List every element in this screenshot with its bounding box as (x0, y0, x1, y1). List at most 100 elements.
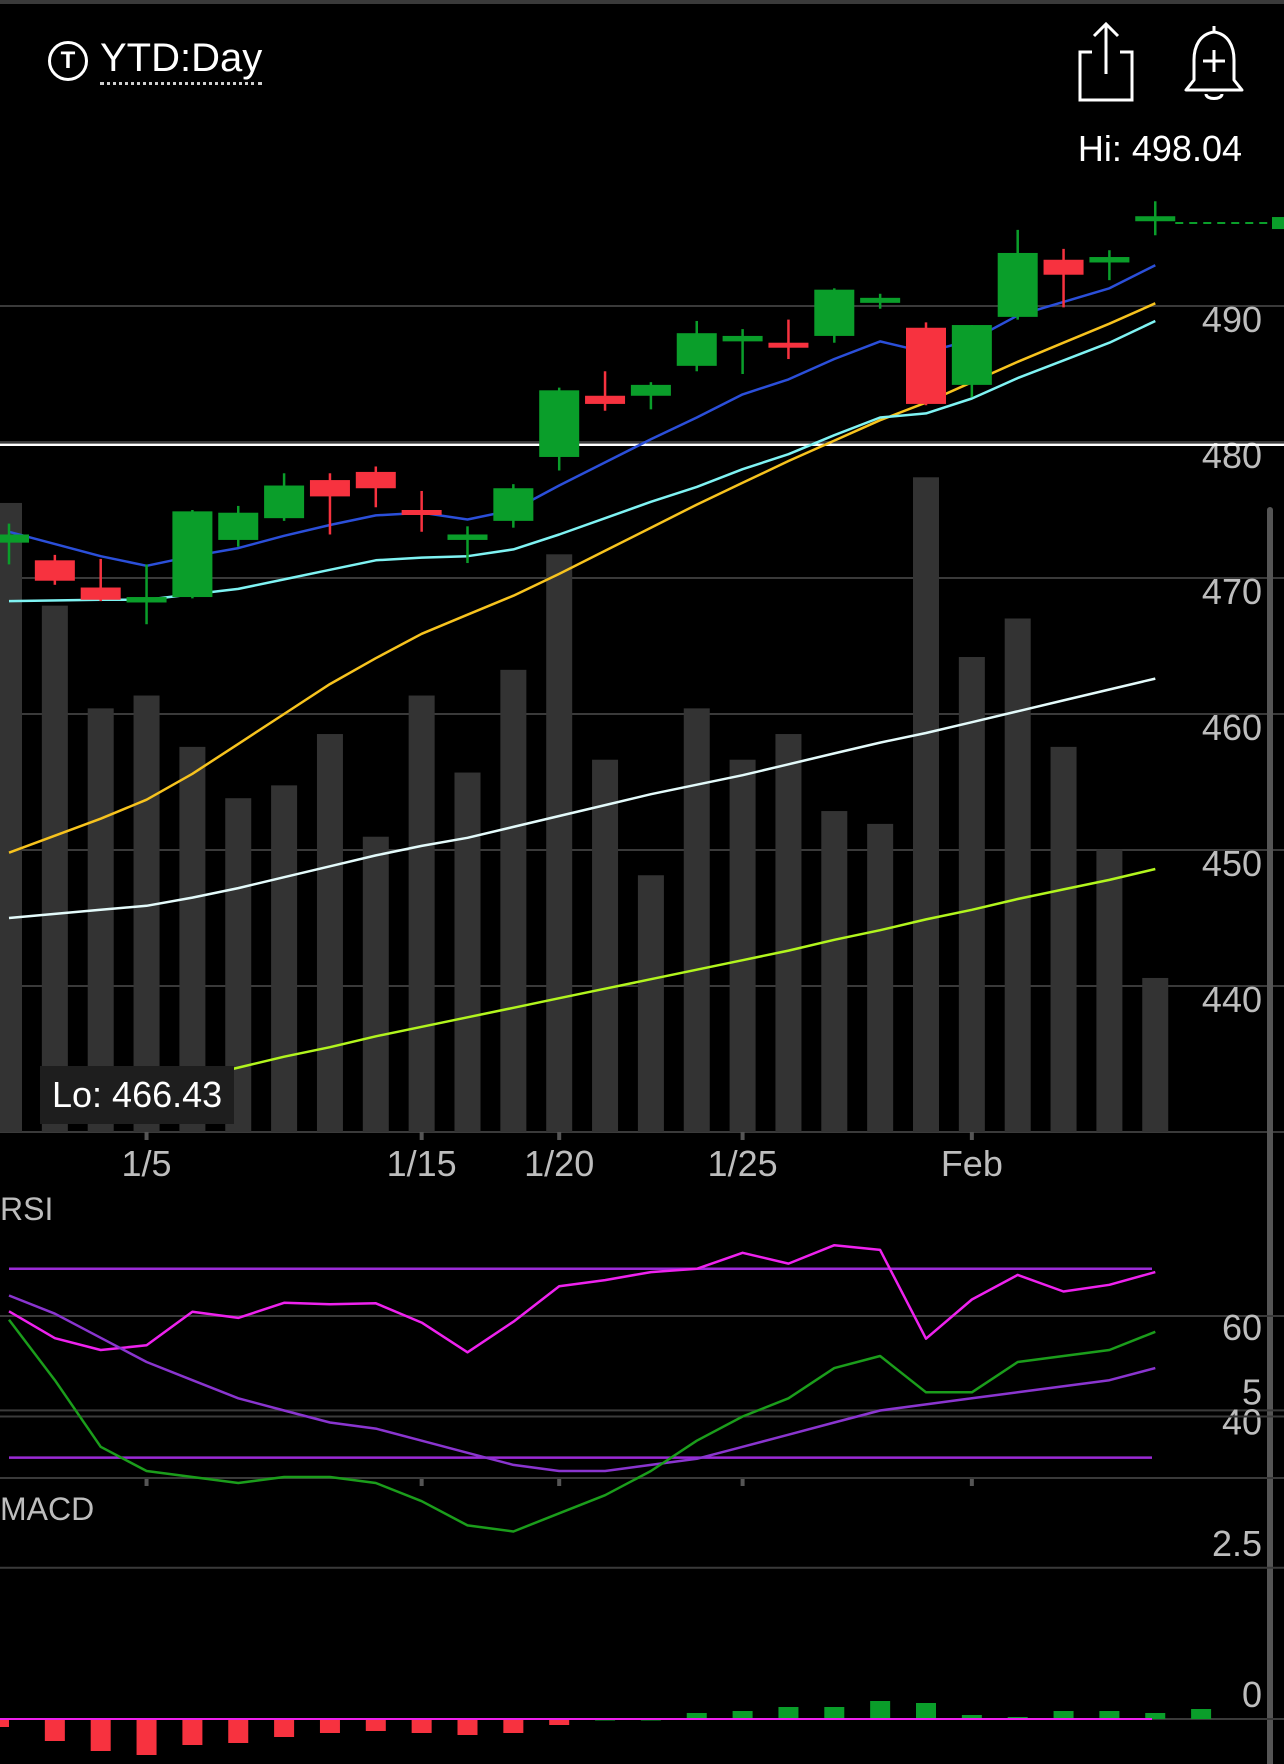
volume-bar (683, 708, 710, 1132)
candle-body (355, 471, 396, 489)
candle-body (493, 488, 534, 521)
macd-histogram-bar (503, 1719, 524, 1733)
add-alert-bell-icon[interactable] (1176, 20, 1252, 104)
candle-body (630, 384, 671, 396)
volume-bar (1050, 746, 1077, 1132)
volume-bar (592, 759, 619, 1132)
macd-histogram-bar (457, 1719, 478, 1735)
macd-axis-label: 0 (1242, 1674, 1262, 1715)
candle-body (172, 511, 213, 598)
candle-body (126, 597, 167, 603)
rsi-line (8, 1243, 1156, 1354)
volume-bar (500, 669, 527, 1132)
macd-histogram-bar (732, 1711, 753, 1719)
date-axis-label: 1/15 (387, 1143, 457, 1184)
candle-body (768, 342, 809, 348)
candle-body (1135, 216, 1176, 222)
macd-histogram-bar (1191, 1709, 1212, 1719)
volume-bar (1004, 618, 1031, 1132)
last-price-marker (1272, 217, 1284, 230)
macd-histogram-bar (778, 1707, 799, 1719)
macd-axis-label: 5 (1242, 1372, 1262, 1413)
date-axis-label: 1/5 (122, 1143, 172, 1184)
volume-bar (913, 477, 939, 1132)
macd-histogram-bar (90, 1719, 111, 1751)
macd-histogram-bar (228, 1719, 249, 1743)
volume-bar (0, 502, 22, 1132)
volume-bar (1142, 977, 1169, 1132)
macd-histogram-bar (365, 1719, 386, 1731)
low-label: Lo: 466.43 (40, 1066, 235, 1124)
macd-histogram-bar (1145, 1713, 1166, 1719)
macd-histogram-bar (916, 1703, 936, 1719)
candle-body (722, 335, 763, 342)
date-axis-label: Feb (941, 1143, 1003, 1184)
candle-body (264, 485, 305, 519)
candle-body (676, 333, 717, 366)
candle-body (814, 289, 855, 336)
price-axis-label: 490 (1202, 299, 1262, 340)
macd-axis-label: 2.5 (1212, 1523, 1262, 1564)
candle-body (447, 534, 488, 540)
price-axis-label: 480 (1202, 435, 1262, 476)
macd-histogram-bar (870, 1701, 891, 1719)
volume-bar (775, 734, 802, 1132)
date-axis-label: 1/20 (524, 1143, 594, 1184)
volume-bars (0, 477, 1169, 1132)
macd-label: MACD (0, 1491, 94, 1527)
candle-body (218, 512, 259, 540)
chart-header: T YTD:Day (0, 0, 1284, 130)
volume-bar (958, 657, 985, 1132)
volume-bar (362, 836, 389, 1132)
volume-bar (637, 875, 664, 1132)
candle-body (997, 252, 1038, 317)
price-axis-label: 470 (1202, 571, 1262, 612)
price-axis-label: 460 (1202, 707, 1262, 748)
volume-bar (454, 772, 481, 1132)
candle-body (309, 480, 350, 497)
symbol-badge-icon: T (48, 40, 88, 81)
macd-histogram-bar (0, 1719, 9, 1727)
period-label[interactable]: YTD:Day (100, 36, 263, 85)
macd-histogram-bar (549, 1719, 570, 1725)
candle-body (951, 325, 992, 385)
date-axis-label: 1/25 (708, 1143, 778, 1184)
rsi-label: RSI (0, 1191, 53, 1227)
macd-histogram-bar (411, 1719, 432, 1733)
rsi-axis-label: 60 (1222, 1307, 1262, 1348)
period-selector[interactable]: T YTD:Day (48, 36, 263, 85)
candle-body (1043, 259, 1084, 275)
candle-body (585, 395, 626, 404)
volume-bar (271, 785, 298, 1132)
candle-body (860, 297, 901, 303)
moving-average-cyan (8, 319, 1156, 603)
volume-bar (87, 708, 114, 1132)
macd-histogram (0, 1701, 1212, 1755)
candle-body (401, 510, 442, 515)
share-icon[interactable] (1068, 20, 1144, 104)
macd-histogram-bar (824, 1707, 845, 1719)
candle-body (80, 587, 121, 600)
macd-histogram-bar (136, 1719, 157, 1755)
price-axis-label: 450 (1202, 843, 1262, 884)
macd-histogram-bar (44, 1719, 65, 1741)
volume-bar (408, 695, 435, 1132)
volume-bar (867, 823, 894, 1132)
moving-average-white (8, 677, 1156, 920)
candle-body (0, 534, 29, 543)
moving-average-lime (192, 867, 1156, 1080)
high-label: Hi: 498.04 (1077, 128, 1242, 169)
volume-bar (729, 759, 756, 1132)
candlesticks (0, 201, 1176, 625)
macd-signal-line (8, 1294, 1156, 1473)
candle-body (1089, 257, 1130, 263)
candle-body (539, 390, 580, 457)
volume-bar (1096, 849, 1123, 1132)
candle-body (906, 327, 946, 404)
volume-bar (133, 695, 160, 1132)
rsi-axis-label: 40 (1222, 1401, 1262, 1442)
macd-histogram-bar (961, 1715, 982, 1719)
macd-histogram-bar (1053, 1711, 1074, 1719)
volume-bar (41, 605, 68, 1132)
